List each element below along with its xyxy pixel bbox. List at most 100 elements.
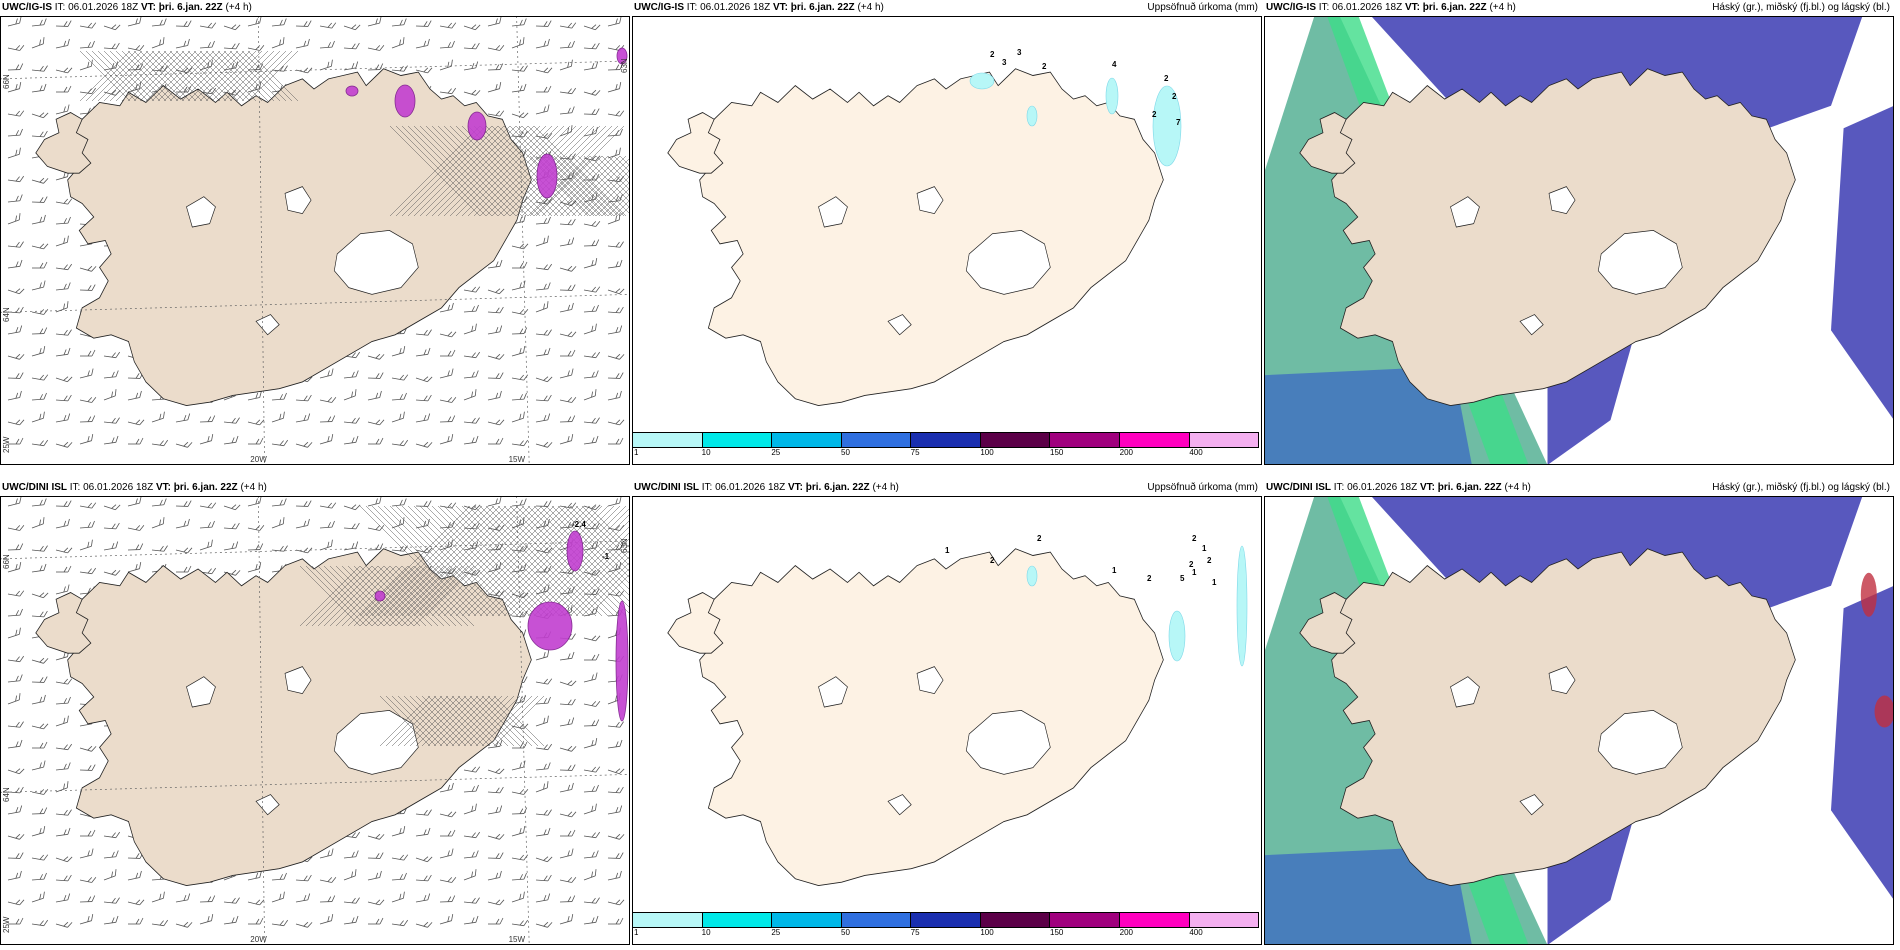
glacier-4	[255, 314, 280, 336]
barb-staff	[583, 790, 596, 793]
barb-feather	[427, 38, 430, 46]
barb-feather	[115, 915, 119, 923]
barb-feather	[355, 370, 359, 377]
wind-barb	[535, 650, 550, 661]
wind-barb	[79, 368, 94, 379]
glacier-3	[965, 230, 1051, 295]
barb-staff	[487, 265, 500, 269]
barb-feather	[111, 24, 117, 29]
barb-feather	[187, 20, 192, 27]
convective-precip-cell	[345, 85, 359, 97]
barb-staff	[31, 832, 44, 837]
glacier-1	[1450, 676, 1480, 708]
axis-label-lat-66: 66N	[2, 554, 11, 569]
barb-staff	[55, 721, 68, 727]
barb-staff	[319, 920, 332, 925]
barb-feather	[403, 826, 406, 833]
barb-feather	[399, 828, 402, 834]
barb-feather	[39, 611, 44, 617]
wind-barb	[151, 411, 165, 423]
barb-feather	[331, 502, 337, 509]
barb-feather	[39, 262, 44, 269]
barb-feather	[447, 502, 453, 508]
barb-feather	[375, 525, 381, 530]
barb-feather	[67, 893, 71, 901]
barb-feather	[403, 346, 406, 353]
barb-feather	[19, 768, 25, 774]
wind-barbs	[7, 496, 625, 928]
barb-feather	[475, 351, 481, 358]
hatch-line	[103, 50, 155, 102]
wind-barb	[7, 390, 22, 401]
barb-staff	[175, 549, 188, 554]
barb-feather	[495, 261, 499, 268]
wind-barb	[583, 738, 598, 749]
barb-staff	[439, 65, 452, 71]
wind-barb	[607, 870, 622, 881]
barb-feather	[427, 856, 433, 862]
barb-staff	[199, 526, 212, 529]
barb-feather	[255, 525, 261, 530]
convective-precip-cell	[527, 601, 573, 651]
barb-feather	[619, 739, 623, 747]
barb-feather	[399, 545, 404, 552]
barb-feather	[615, 149, 618, 156]
iceland-landmass	[690, 548, 1164, 886]
barb-staff	[127, 397, 140, 401]
barb-feather	[87, 61, 90, 68]
barb-feather	[255, 438, 260, 445]
map-area	[1264, 496, 1894, 945]
barb-feather	[451, 829, 456, 837]
barb-feather	[19, 63, 24, 70]
barb-staff	[151, 43, 164, 49]
barb-feather	[187, 67, 193, 74]
hatch-line	[109, 50, 161, 102]
barb-feather	[159, 440, 164, 446]
wind-barb	[415, 518, 430, 529]
barb-feather	[595, 897, 600, 904]
barb-feather	[139, 437, 144, 445]
wind-barb	[463, 323, 477, 335]
barb-feather	[499, 805, 503, 813]
wind-barb	[367, 16, 382, 27]
barb-staff	[583, 289, 596, 293]
wind-barb	[55, 20, 72, 27]
barb-staff	[223, 25, 236, 31]
barb-feather	[423, 441, 429, 447]
barb-feather	[43, 83, 47, 91]
barb-feather	[283, 18, 287, 25]
barb-staff	[55, 747, 68, 751]
barb-feather	[15, 695, 18, 702]
wind-barb	[607, 194, 623, 203]
wind-barb	[391, 37, 405, 49]
wind-barb	[487, 306, 504, 314]
barb-feather	[327, 397, 333, 402]
barb-feather	[67, 547, 73, 554]
barb-feather	[15, 525, 21, 530]
barb-staff	[319, 505, 332, 509]
convective-precip-cell	[374, 590, 386, 602]
wind-barb	[55, 301, 69, 313]
barb-staff	[7, 659, 20, 663]
wind-barb	[175, 413, 191, 423]
precip-colorbar: 1 10 25 50 75 100 150 200 400	[632, 432, 1259, 457]
wind-barb	[583, 831, 601, 839]
barb-staff	[31, 857, 44, 861]
map-canvas	[667, 545, 1248, 886]
barb-staff	[535, 288, 548, 291]
precip-value-label: 3	[1017, 48, 1022, 57]
barb-feather	[283, 872, 287, 880]
barb-feather	[39, 243, 45, 249]
wind-barb	[55, 743, 73, 751]
barb-feather	[403, 919, 409, 926]
barb-feather	[39, 413, 42, 420]
wind-barb	[319, 914, 334, 925]
snow-hatch	[299, 505, 630, 747]
barb-feather	[499, 496, 502, 504]
barb-staff	[439, 91, 452, 95]
wind-barb	[583, 351, 601, 359]
contour-label: -2.4	[572, 520, 586, 529]
barb-feather	[615, 307, 620, 313]
barb-feather	[427, 922, 433, 928]
barb-staff	[7, 745, 20, 749]
